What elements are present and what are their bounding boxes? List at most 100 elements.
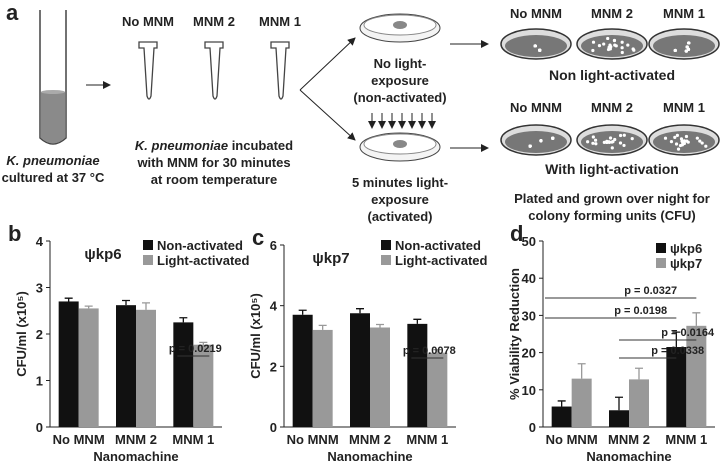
plate-caption: Non light-activated (549, 67, 675, 83)
colony (618, 141, 623, 145)
legend-swatch (143, 240, 153, 250)
incubation-text: at room temperature (151, 172, 277, 187)
x-tick-label: MNM 1 (172, 432, 214, 447)
x-tick-label: No MNM (53, 432, 105, 447)
chart-title: ψkp6 (84, 246, 121, 263)
error-bar (318, 324, 327, 330)
plate-agar (653, 35, 715, 57)
legend-swatch (381, 255, 391, 265)
bar (173, 322, 194, 427)
tube-label: No MNM (122, 14, 174, 29)
y-axis-label: CFU/ml (x10⁵) (248, 293, 263, 379)
colony (673, 48, 677, 53)
plate-caption: With light-activation (545, 161, 679, 177)
arrow (299, 37, 356, 91)
colony (614, 44, 618, 48)
colony (684, 49, 688, 53)
bar (292, 314, 313, 427)
colony (613, 137, 617, 142)
condition-text: No light- (374, 56, 427, 71)
colony (698, 139, 702, 143)
error-bar (179, 317, 188, 323)
bar (666, 347, 687, 427)
incubation-text: incubated (228, 138, 293, 153)
colony (586, 140, 590, 144)
error-bar (376, 323, 384, 328)
y-tick-label: 0 (36, 420, 43, 435)
colony (606, 36, 610, 41)
plate-label: MNM 1 (663, 100, 705, 115)
legend-swatch (143, 255, 153, 265)
tubes (138, 41, 290, 100)
legend-label: Light-activated (395, 253, 488, 268)
condition-text: 5 minutes light- (352, 175, 448, 190)
colony (602, 140, 606, 144)
y-tick-label: 40 (522, 271, 536, 286)
y-tick-label: 50 (522, 234, 536, 249)
plate-label: MNM 2 (591, 6, 633, 21)
plate-agar (505, 131, 567, 153)
tube-label: MNM 1 (259, 14, 301, 29)
plate-label: No MNM (510, 100, 562, 115)
error-bar (84, 305, 93, 309)
error-bar (615, 396, 623, 411)
y-tick-label: 0 (270, 420, 277, 435)
y-tick-label: 10 (522, 383, 536, 398)
colony (632, 48, 636, 52)
error-bar (692, 312, 701, 326)
error-bar (122, 299, 130, 306)
tube-label: MNM 2 (193, 14, 235, 29)
colony (626, 43, 630, 47)
colony (610, 140, 614, 144)
colony (673, 135, 677, 139)
x-tick-label: No MNM (546, 432, 598, 447)
colony (678, 143, 683, 148)
error-bar (298, 309, 307, 315)
colony (533, 44, 537, 48)
y-tick-label: 2 (36, 327, 43, 342)
condition-text: exposure (371, 192, 429, 207)
condition-text: (activated) (367, 209, 432, 224)
colony (528, 144, 532, 148)
colony (610, 146, 614, 150)
x-axis-label: Nanomachine (93, 449, 178, 464)
panel-label: c (252, 225, 264, 250)
bar (370, 327, 390, 427)
bar (193, 344, 214, 427)
bar (407, 323, 428, 427)
colony (622, 143, 626, 148)
colony (551, 136, 555, 140)
y-tick-label: 3 (36, 281, 43, 296)
colony (704, 144, 708, 148)
x-tick-label: MNM 2 (608, 432, 650, 447)
p-value: p = 0.0164 (661, 327, 715, 339)
light-arrows (368, 113, 436, 129)
colony (669, 140, 674, 144)
colony (607, 140, 611, 144)
colony (609, 45, 613, 49)
plate-label: MNM 1 (663, 6, 705, 21)
colony (620, 46, 624, 50)
colony (675, 133, 679, 137)
x-axis-label: Nanomachine (327, 449, 412, 464)
error-bar (64, 297, 73, 302)
colony (685, 45, 689, 49)
colony (612, 38, 617, 43)
plate-label: No MNM (510, 6, 562, 21)
incubation-organism: K. pneumoniae (135, 138, 228, 153)
y-tick-label: 1 (36, 374, 43, 389)
x-tick-label: MNM 2 (115, 432, 157, 447)
colony (685, 139, 689, 143)
result-text: Plated and grown over night for (514, 191, 710, 206)
colony (602, 42, 606, 46)
colony (539, 139, 543, 143)
colony (605, 140, 609, 145)
dish (359, 13, 441, 43)
legend-swatch (381, 240, 391, 250)
bar (609, 410, 629, 427)
p-value: p = 0.0338 (651, 345, 704, 357)
y-tick-label: 0 (529, 420, 536, 435)
y-tick-label: 6 (270, 238, 277, 253)
x-axis-label: Nanomachine (586, 449, 671, 464)
